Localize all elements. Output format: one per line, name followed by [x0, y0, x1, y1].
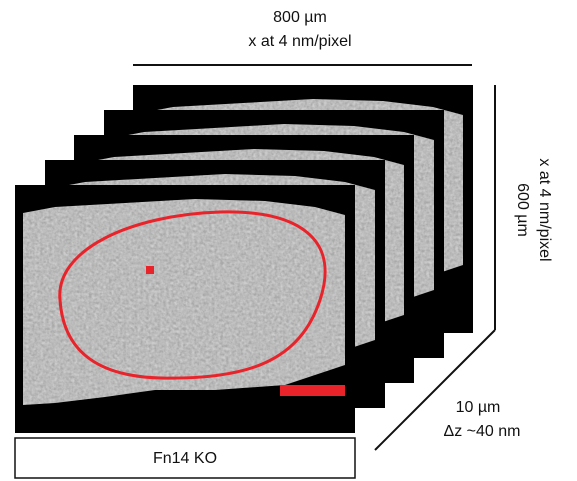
- image-stack: [15, 85, 473, 433]
- figure: 800 µm x at 4 nm/pixel 600 µm x at 4 nm/…: [0, 0, 577, 481]
- right-label: x at 4 nm/pixel: [536, 158, 553, 261]
- top-label: x at 4 nm/pixel: [248, 33, 351, 50]
- scale-bar: [280, 385, 345, 396]
- right-label: 600 µm: [514, 183, 531, 237]
- roi-marker: [146, 266, 154, 274]
- top-label: 800 µm: [273, 9, 327, 26]
- depth-label: Δz ~40 nm: [444, 423, 521, 440]
- condition-label: Fn14 KO: [153, 450, 217, 467]
- depth-label: 10 µm: [456, 399, 501, 416]
